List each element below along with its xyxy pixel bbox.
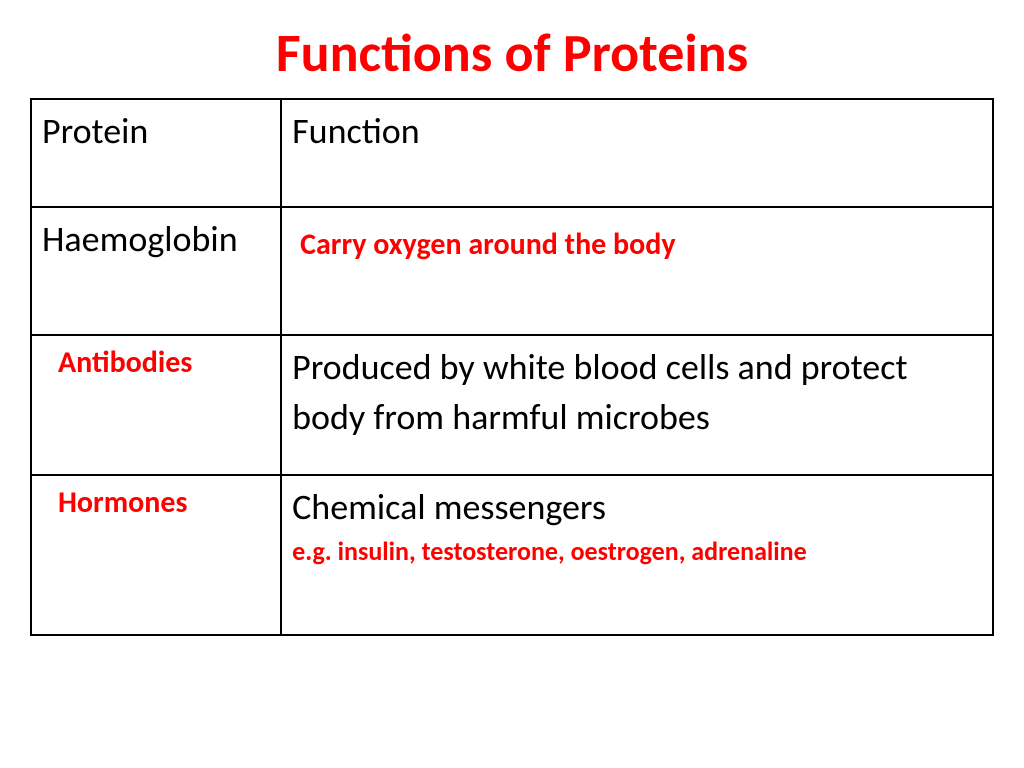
- table-row: Antibodies Produced by white blood cells…: [31, 335, 993, 475]
- protein-function-table: Protein Function Haemoglobin Carry oxyge…: [30, 98, 994, 636]
- header-protein-label: Protein: [42, 109, 148, 153]
- slide-title: Functions of Proteins: [30, 20, 994, 86]
- cell-function-3: Chemical messengers e.g. insulin, testos…: [281, 475, 993, 635]
- cell-function-1: Carry oxygen around the body: [281, 207, 993, 335]
- function-hormones-examples: e.g. insulin, testosterone, oestrogen, a…: [292, 536, 982, 567]
- table-row: Haemoglobin Carry oxygen around the body: [31, 207, 993, 335]
- protein-name-antibodies: Antibodies: [42, 344, 192, 381]
- table-header-row: Protein Function: [31, 99, 993, 207]
- function-haemoglobin: Carry oxygen around the body: [292, 226, 675, 263]
- table-row: Hormones Chemical messengers e.g. insuli…: [31, 475, 993, 635]
- cell-protein-2: Antibodies: [31, 335, 281, 475]
- header-function: Function: [281, 99, 993, 207]
- function-hormones: Chemical messengers: [292, 485, 606, 529]
- header-protein: Protein: [31, 99, 281, 207]
- header-function-label: Function: [292, 109, 420, 153]
- protein-name-haemoglobin: Haemoglobin: [42, 217, 238, 261]
- cell-protein-1: Haemoglobin: [31, 207, 281, 335]
- cell-function-2: Produced by white blood cells and protec…: [281, 335, 993, 475]
- function-antibodies: Produced by white blood cells and protec…: [292, 345, 907, 439]
- protein-name-hormones: Hormones: [42, 484, 187, 521]
- cell-protein-3: Hormones: [31, 475, 281, 635]
- slide-container: Functions of Proteins Protein Function H…: [0, 0, 1024, 768]
